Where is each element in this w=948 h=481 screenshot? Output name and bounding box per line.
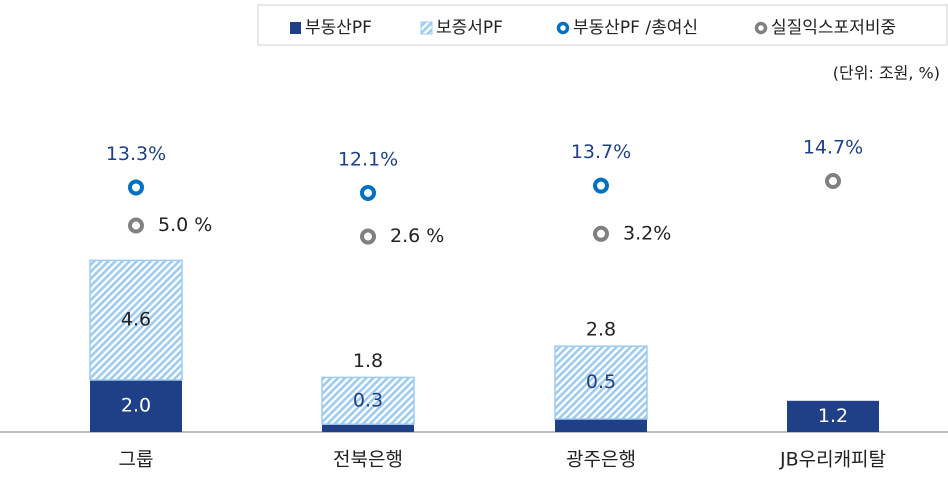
ratio-label: 3.2%: [623, 222, 671, 244]
ratio-label: 13.7%: [571, 141, 631, 163]
data-label: 1.2: [818, 405, 848, 427]
data-label: 4.6: [121, 309, 151, 331]
legend-label: 실질익스포저비중: [771, 18, 896, 38]
data-label: 2.8: [586, 319, 616, 341]
legend-item: 보증서PF: [420, 18, 503, 38]
marker: [825, 173, 841, 190]
ratio-label: 5.0 %: [158, 214, 212, 236]
legend-item: 부동산PF: [290, 18, 372, 38]
x-tick-label: 광주은행: [566, 449, 636, 471]
x-tick-label: 그룹: [119, 449, 154, 471]
legend-item: 실질익스포저비중: [754, 18, 896, 38]
bar-segment: [90, 380, 182, 432]
bar-segment: [554, 345, 648, 420]
ratio-label: 14.7%: [803, 137, 863, 159]
unit-note: (단위: 조원, %): [833, 64, 940, 83]
legend-swatch: [290, 22, 301, 34]
marker: [360, 184, 376, 201]
legend-label: 보증서PF: [436, 18, 503, 38]
legend-swatch: [420, 21, 433, 35]
data-label: 2.0: [121, 395, 151, 417]
data-label: 1.8: [353, 350, 383, 372]
marker: [593, 225, 609, 242]
legend-swatch: [754, 21, 768, 35]
marker: [593, 177, 609, 194]
data-label: 0.3: [353, 389, 383, 411]
marker: [360, 228, 376, 245]
ratio-label: 12.1%: [338, 148, 398, 170]
bar-segment: [321, 376, 415, 425]
bar-segment: [555, 419, 647, 432]
legend-swatch: [556, 21, 570, 35]
legend-box: [257, 4, 948, 46]
ratio-label: 2.6 %: [390, 225, 444, 247]
legend-label: 부동산PF: [305, 18, 372, 38]
marker: [128, 179, 144, 196]
data-label: 0.5: [586, 371, 616, 393]
legend-label: 부동산PF /총여신: [573, 18, 698, 38]
bar-segment: [787, 400, 879, 432]
marker: [128, 217, 144, 234]
legend-item: 부동산PF /총여신: [556, 18, 698, 38]
ratio-label: 13.3%: [106, 143, 166, 165]
bar-segment: [89, 259, 183, 381]
x-tick-label: 전북은행: [333, 449, 403, 471]
bar-segment: [322, 424, 414, 432]
x-tick-label: JB우리캐피탈: [779, 449, 886, 471]
